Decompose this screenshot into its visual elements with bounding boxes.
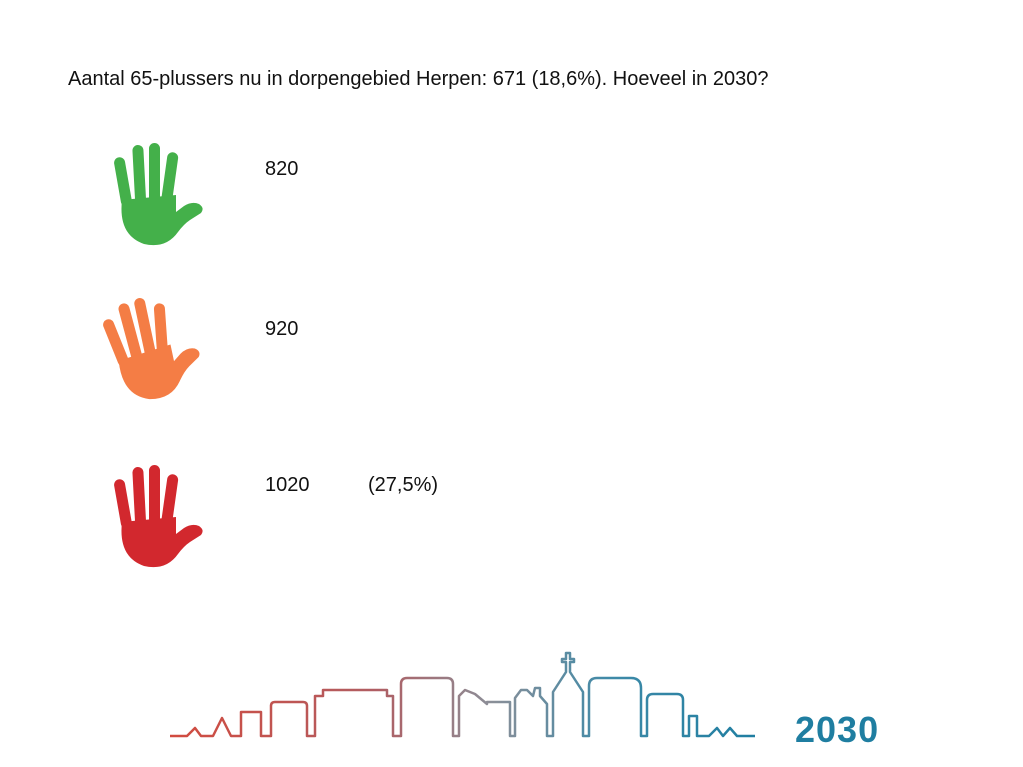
logo-year: 2030 xyxy=(795,709,879,748)
option-value-820: 820 xyxy=(265,158,299,180)
skyline-outline xyxy=(170,651,755,738)
hand-shape xyxy=(103,298,200,400)
option-note-percentage: (27,5%) xyxy=(368,474,439,496)
option-value-1020: 1020 xyxy=(265,474,310,496)
hand-shape xyxy=(114,143,203,246)
orange-hand-icon[interactable] xyxy=(94,294,206,404)
village-skyline-logo: 2030 xyxy=(165,648,915,750)
hand-shape xyxy=(114,465,203,568)
option-value-920: 920 xyxy=(265,318,299,340)
question-text: Aantal 65-plussers nu in dorpengebied He… xyxy=(68,68,769,90)
green-hand-icon[interactable] xyxy=(98,140,210,250)
red-hand-icon[interactable] xyxy=(98,462,210,572)
